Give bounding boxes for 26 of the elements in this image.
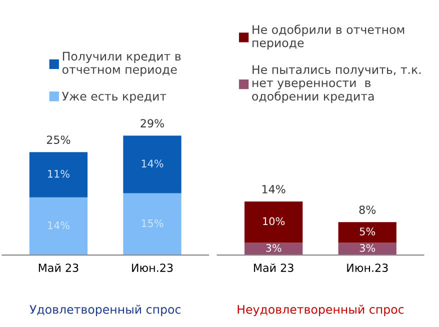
data-label: 3%	[266, 244, 282, 252]
data-label: 5%	[360, 228, 376, 236]
total-label: 14%	[262, 184, 286, 194]
data-label: 14%	[142, 160, 164, 168]
legend-label: Получили кредит в отчетном периоде	[62, 52, 181, 76]
total-label: 25%	[46, 136, 70, 144]
data-label: 10%	[263, 217, 285, 226]
x-axis-title: Неудовлетворенный спрос	[238, 304, 404, 316]
x-tick-label: Июн.23	[347, 264, 388, 272]
bar	[29, 152, 88, 198]
total-label: 8%	[359, 206, 376, 214]
x-axis-title: Удовлетворенный спрос	[30, 304, 181, 316]
data-label: 14%	[48, 221, 70, 230]
legend-label: Не одобрили в отчетном периоде	[252, 24, 404, 50]
bar	[123, 193, 182, 256]
data-label: 11%	[48, 170, 70, 178]
bar	[29, 197, 88, 256]
data-label: 15%	[142, 219, 164, 228]
total-label: 29%	[140, 119, 164, 128]
legend-label: Уже есть кредит	[62, 92, 166, 103]
data-label: 3%	[360, 244, 376, 252]
bar	[123, 136, 182, 194]
legend-label: Не пытались получить, т.к. нет уверенности в одобрении кредита	[252, 65, 421, 103]
x-tick-label: Май 23	[38, 263, 78, 272]
x-tick-label: Май 23	[254, 263, 294, 272]
x-tick-label: Июн.23	[132, 264, 173, 272]
